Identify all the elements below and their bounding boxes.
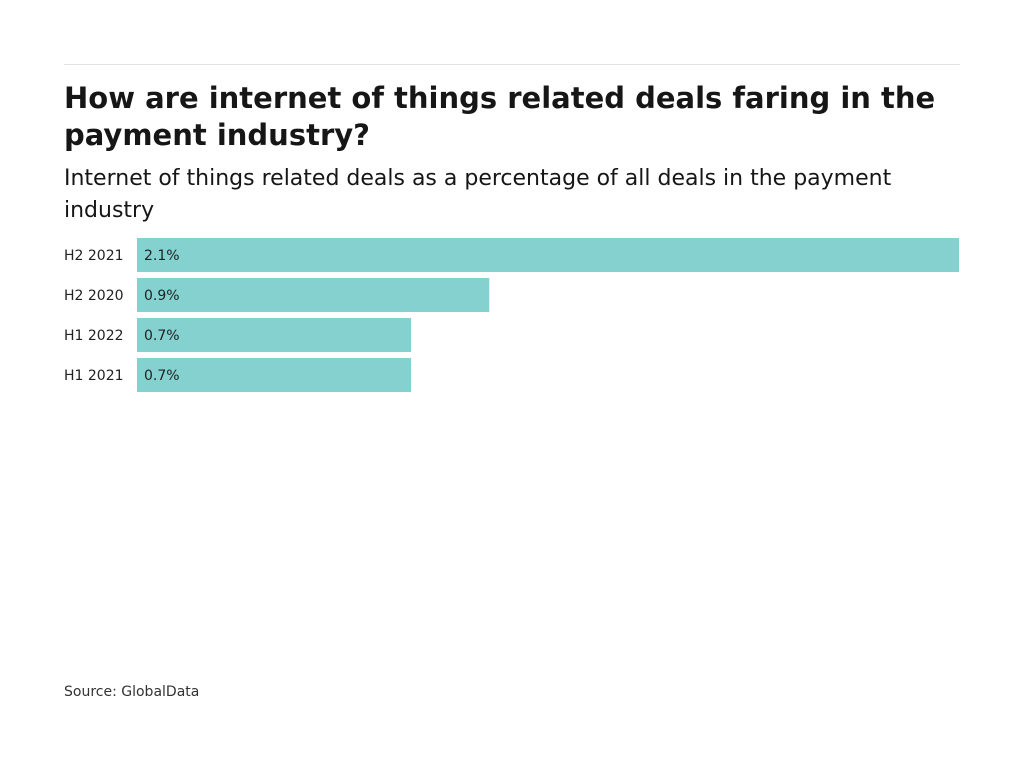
chart-subtitle: Internet of things related deals as a pe… [64, 166, 892, 223]
category-label: H2 2020 [64, 288, 124, 304]
category-label: H1 2021 [64, 368, 124, 384]
chart-title: How are internet of things related deals… [64, 81, 936, 152]
bar [137, 318, 411, 352]
bar [137, 278, 490, 312]
bar [137, 238, 959, 272]
bar-value-label: 2.1% [144, 248, 180, 264]
category-label: H2 2021 [64, 248, 124, 264]
top-divider [64, 64, 960, 65]
bar [137, 358, 411, 392]
bar-value-label: 0.9% [144, 288, 180, 304]
bar-value-label: 0.7% [144, 328, 180, 344]
source-note: Source: GlobalData [64, 684, 200, 700]
bar-value-label: 0.7% [144, 368, 180, 384]
category-label: H1 2022 [64, 328, 124, 344]
